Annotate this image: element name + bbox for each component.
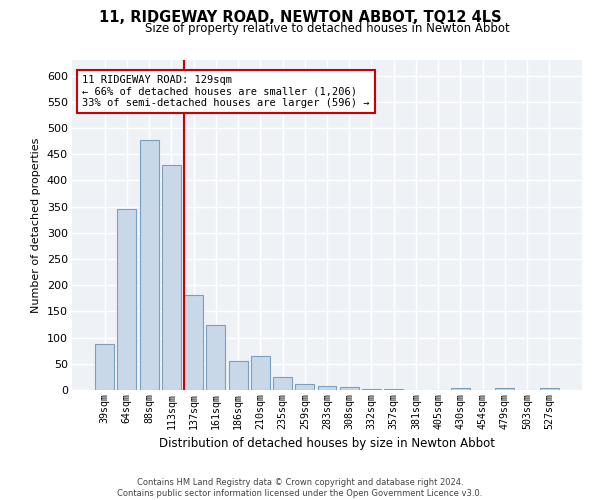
Bar [184, 295, 203, 390]
Text: Contains HM Land Registry data © Crown copyright and database right 2024.
Contai: Contains HM Land Registry data © Crown c… [118, 478, 482, 498]
Bar [362, 389, 381, 390]
Bar [295, 384, 314, 390]
X-axis label: Distribution of detached houses by size in Newton Abbot: Distribution of detached houses by size … [159, 437, 495, 450]
Bar [229, 361, 248, 390]
Bar [206, 324, 225, 390]
Bar [451, 388, 470, 390]
Text: 11 RIDGEWAY ROAD: 129sqm
← 66% of detached houses are smaller (1,206)
33% of sem: 11 RIDGEWAY ROAD: 129sqm ← 66% of detach… [82, 75, 370, 108]
Text: 11, RIDGEWAY ROAD, NEWTON ABBOT, TQ12 4LS: 11, RIDGEWAY ROAD, NEWTON ABBOT, TQ12 4L… [98, 10, 502, 25]
Bar [140, 140, 158, 390]
Bar [273, 377, 292, 390]
Bar [118, 210, 136, 390]
Bar [384, 389, 403, 390]
Y-axis label: Number of detached properties: Number of detached properties [31, 138, 41, 312]
Bar [162, 165, 181, 390]
Bar [540, 388, 559, 390]
Bar [317, 386, 337, 390]
Bar [251, 356, 270, 390]
Title: Size of property relative to detached houses in Newton Abbot: Size of property relative to detached ho… [145, 22, 509, 35]
Bar [340, 388, 359, 390]
Bar [95, 344, 114, 390]
Bar [496, 388, 514, 390]
